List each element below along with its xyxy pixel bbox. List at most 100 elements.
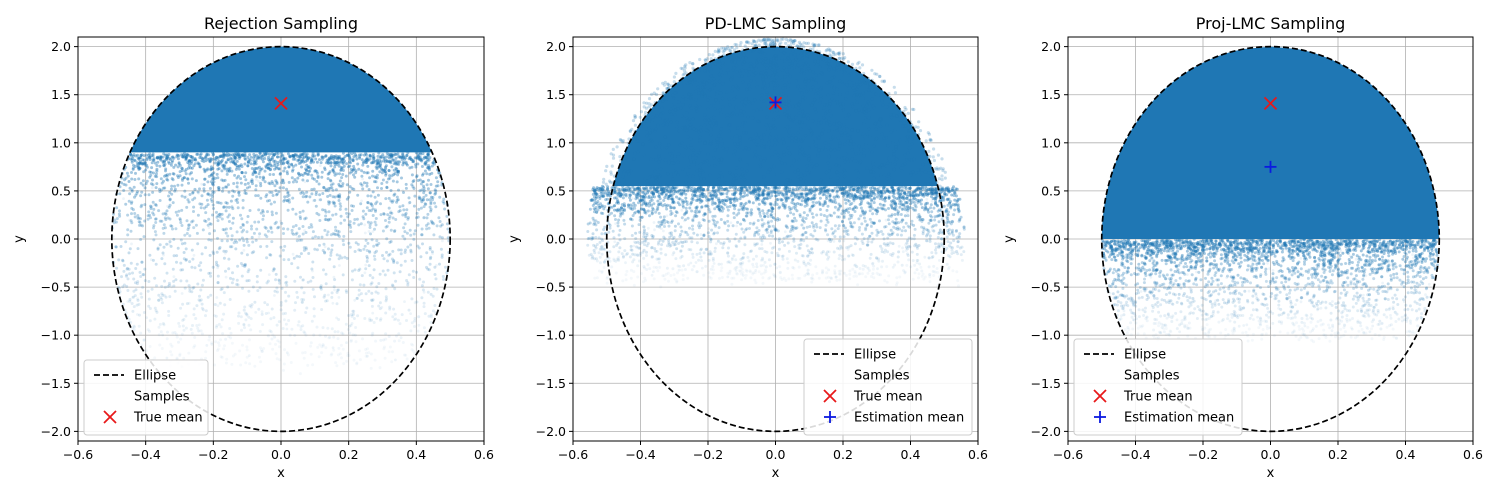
y-tick-label: 0.5 xyxy=(51,183,71,198)
sample-point xyxy=(793,39,797,43)
sample-point xyxy=(188,172,192,176)
sample-point xyxy=(769,41,773,45)
sample-point xyxy=(279,301,283,304)
sample-point xyxy=(811,140,815,144)
sample-point xyxy=(926,182,931,186)
sample-point xyxy=(253,300,257,304)
sample-point xyxy=(868,192,872,196)
sample-point xyxy=(307,226,311,229)
sample-point xyxy=(433,192,437,196)
sample-point xyxy=(222,347,226,351)
sample-point xyxy=(403,353,406,357)
sample-point xyxy=(673,105,677,109)
sample-point xyxy=(324,210,328,214)
sample-point xyxy=(299,155,303,159)
sample-point xyxy=(344,207,348,211)
sample-point xyxy=(798,195,802,199)
sample-point xyxy=(623,169,627,173)
sample-point xyxy=(184,195,188,198)
sample-point xyxy=(738,157,742,161)
sample-point xyxy=(838,62,842,67)
sample-point xyxy=(808,186,813,190)
sample-point xyxy=(810,77,814,81)
x-tick-label: 0.2 xyxy=(339,447,359,462)
sample-point xyxy=(685,111,689,115)
sample-point xyxy=(218,301,222,305)
sample-point xyxy=(133,215,137,219)
sample-point xyxy=(367,188,371,191)
sample-point xyxy=(277,225,281,229)
sample-point xyxy=(941,167,945,171)
sample-point xyxy=(262,347,266,350)
sample-point xyxy=(205,198,209,202)
sample-point xyxy=(724,46,728,51)
sample-point xyxy=(257,208,261,212)
sample-point xyxy=(669,209,673,213)
sample-point xyxy=(886,236,890,240)
sample-point xyxy=(791,228,795,232)
sample-point xyxy=(901,163,905,167)
sample-point xyxy=(430,250,434,254)
sample-point xyxy=(798,42,803,46)
sample-point xyxy=(374,209,377,213)
sample-point xyxy=(428,198,432,202)
sample-point xyxy=(809,103,814,107)
sample-point xyxy=(786,72,790,76)
sample-point xyxy=(879,191,883,195)
sample-point xyxy=(892,191,896,194)
sample-point xyxy=(770,67,775,72)
sample-point xyxy=(217,201,221,205)
sample-point xyxy=(826,161,830,165)
sample-point xyxy=(383,170,387,174)
sample-point xyxy=(376,193,380,197)
sample-point xyxy=(275,165,279,169)
sample-point xyxy=(199,206,203,210)
sample-point xyxy=(335,302,339,306)
sample-point xyxy=(187,159,191,163)
sample-point xyxy=(186,153,190,157)
sample-point xyxy=(771,74,775,78)
sample-point xyxy=(817,136,821,140)
sample-point xyxy=(390,360,394,364)
sample-point xyxy=(267,273,271,276)
sample-point xyxy=(146,289,150,293)
sample-point xyxy=(919,168,924,172)
sample-point xyxy=(593,221,597,225)
sample-point xyxy=(227,213,231,217)
sample-point xyxy=(791,266,795,269)
sample-point xyxy=(827,47,831,51)
sample-point xyxy=(682,72,686,76)
sample-point xyxy=(221,228,225,231)
sample-point xyxy=(600,252,604,256)
sample-point xyxy=(158,243,162,247)
sample-point xyxy=(658,182,662,187)
sample-point xyxy=(823,192,826,196)
sample-point xyxy=(385,180,389,184)
sample-point xyxy=(264,226,268,230)
sample-point xyxy=(359,202,363,206)
sample-point xyxy=(327,218,330,221)
sample-point xyxy=(237,153,240,157)
sample-point xyxy=(697,91,701,95)
sample-point xyxy=(151,258,155,262)
sample-point xyxy=(148,155,152,159)
sample-point xyxy=(378,366,382,370)
sample-point xyxy=(911,170,915,174)
sample-point xyxy=(640,198,644,202)
sample-point xyxy=(730,74,735,79)
sample-point xyxy=(353,333,357,337)
sample-point xyxy=(290,228,294,232)
sample-point xyxy=(199,268,203,272)
sample-point xyxy=(321,343,325,347)
sample-point xyxy=(907,146,912,150)
sample-point xyxy=(381,269,385,273)
sample-point xyxy=(158,219,162,223)
sample-point xyxy=(773,185,777,190)
sample-point xyxy=(224,337,228,341)
sample-point xyxy=(705,198,709,202)
sample-point xyxy=(673,108,677,112)
sample-point xyxy=(285,170,289,174)
sample-point xyxy=(339,168,343,172)
sample-point xyxy=(332,202,336,205)
sample-point xyxy=(233,162,237,166)
